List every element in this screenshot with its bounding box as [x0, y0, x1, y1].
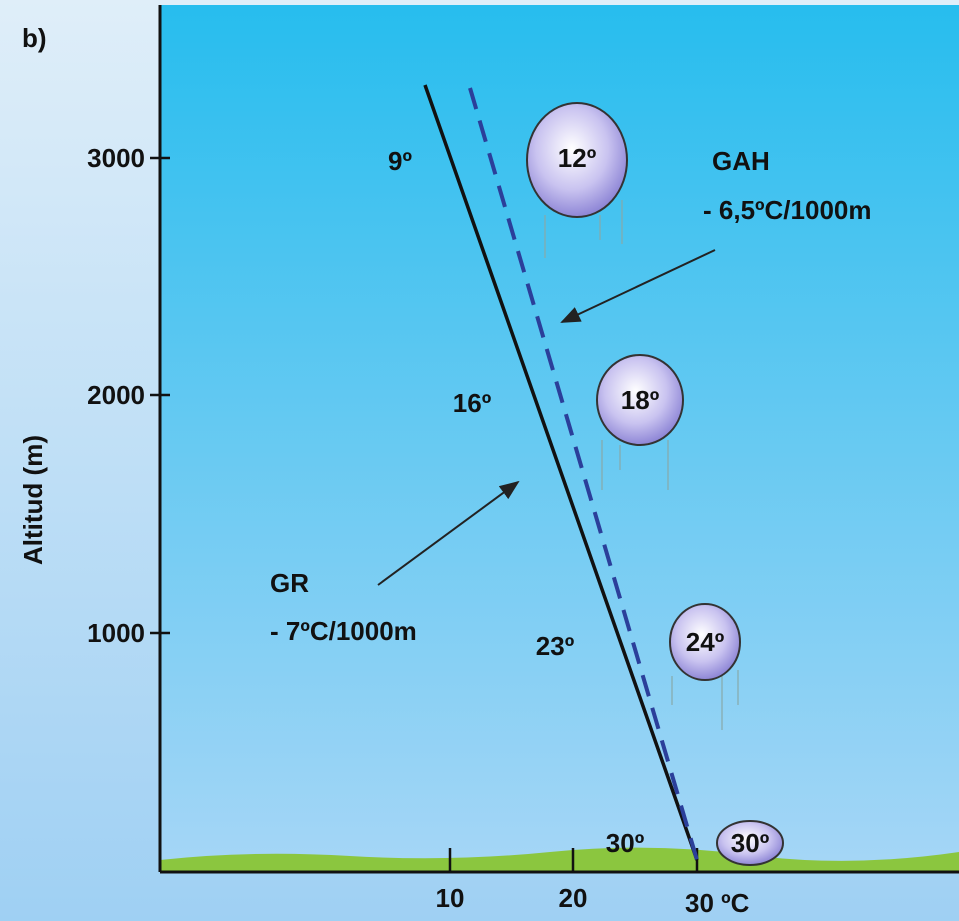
- curve-name: GAH: [712, 146, 770, 176]
- y-tick-label: 2000: [87, 380, 145, 410]
- curve-name: GR: [270, 568, 309, 598]
- parcel-temp: 24º: [686, 627, 725, 657]
- env-temp: 16º: [453, 388, 492, 418]
- parcel-temp: 18º: [621, 385, 660, 415]
- y-axis-label: Altitud (m): [18, 435, 48, 565]
- parcels: [526, 102, 784, 866]
- ground: [160, 847, 959, 872]
- gr-arrow: [377, 480, 520, 586]
- curve-rate: - 6,5ºC/1000m: [703, 195, 871, 225]
- y-tick-label: 3000: [87, 143, 145, 173]
- streaks: [544, 200, 739, 730]
- curve-rate: - 7ºC/1000m: [270, 616, 417, 646]
- x-tick-label: 10: [436, 883, 465, 913]
- parcel-temp: 30º: [731, 828, 770, 858]
- parcel-temp: 12º: [558, 143, 597, 173]
- env-temp: 23º: [536, 631, 575, 661]
- x-tick-label: 30 ºC: [685, 888, 750, 918]
- env-temp: 30º: [606, 828, 645, 858]
- y-tick-label: 1000: [87, 618, 145, 648]
- panel-label: b): [22, 23, 47, 53]
- gr-line: [423, 84, 699, 861]
- env-temp: 9º: [388, 146, 412, 176]
- gah-arrow: [560, 249, 716, 323]
- x-tick-label: 20: [559, 883, 588, 913]
- ticks: [150, 156, 699, 872]
